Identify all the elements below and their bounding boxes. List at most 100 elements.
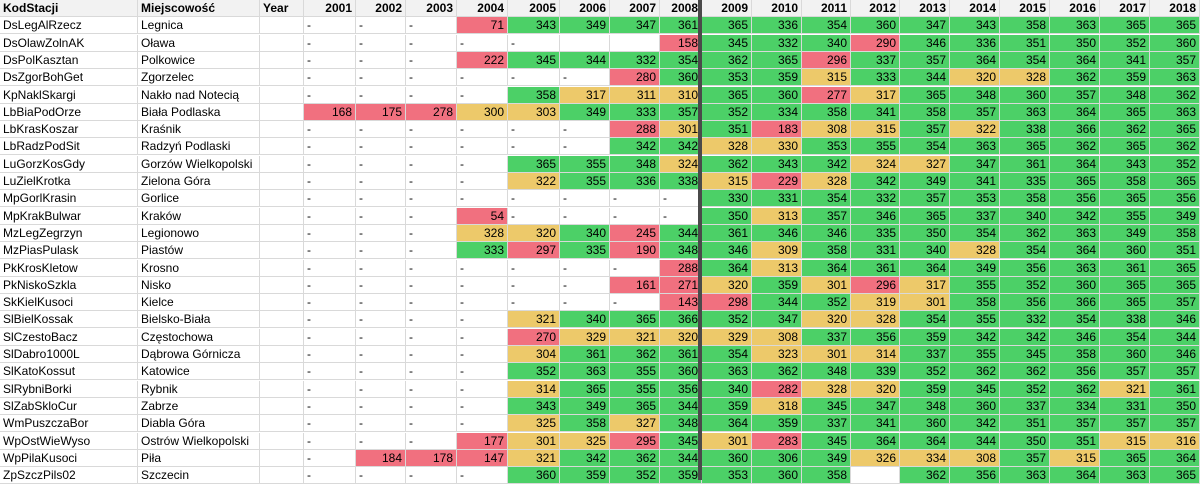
value-cell-2012[interactable]: 314	[851, 346, 900, 363]
value-cell-2002[interactable]: -	[356, 138, 406, 155]
value-cell-2009[interactable]: 329	[702, 329, 752, 346]
value-cell-2007[interactable]: 336	[610, 173, 660, 190]
value-cell-2005[interactable]: 325	[508, 415, 560, 432]
value-cell-2001[interactable]: -	[304, 398, 356, 415]
city-cell[interactable]: Kielce	[138, 294, 260, 311]
value-cell-2011[interactable]: 354	[802, 17, 851, 34]
value-cell-2009[interactable]: 362	[702, 52, 752, 69]
value-cell-2016[interactable]: 363	[1050, 225, 1100, 242]
value-cell-2001[interactable]: -	[304, 35, 356, 52]
value-cell-2014[interactable]: 341	[950, 173, 1000, 190]
value-cell-2010[interactable]: 359	[752, 415, 802, 432]
year-blank-cell[interactable]	[260, 190, 304, 207]
value-cell-2005[interactable]: 297	[508, 242, 560, 259]
value-cell-2014[interactable]: 342	[950, 415, 1000, 432]
value-cell-2011[interactable]: 364	[802, 260, 851, 277]
value-cell-2005[interactable]: -	[508, 138, 560, 155]
value-cell-2017[interactable]: 365	[1100, 450, 1150, 467]
value-cell-2014[interactable]: 363	[950, 138, 1000, 155]
value-cell-2010[interactable]: 334	[752, 104, 802, 121]
value-cell-2010[interactable]: 183	[752, 121, 802, 138]
value-cell-2002[interactable]: -	[356, 69, 406, 86]
header-year-2014[interactable]: 2014	[950, 0, 1000, 17]
value-cell-2018[interactable]: 358	[1150, 225, 1200, 242]
header-year-2007[interactable]: 2007	[610, 0, 660, 17]
value-cell-2012[interactable]: 337	[851, 52, 900, 69]
value-cell-2013[interactable]: 349	[900, 173, 950, 190]
value-cell-2010[interactable]: 347	[752, 311, 802, 328]
value-cell-2004[interactable]: -	[457, 294, 508, 311]
value-cell-2015[interactable]: 335	[1000, 173, 1050, 190]
value-cell-2005[interactable]: 343	[508, 17, 560, 34]
value-cell-2014[interactable]: 345	[950, 381, 1000, 398]
value-cell-2012[interactable]	[851, 467, 900, 484]
value-cell-2015[interactable]: 342	[1000, 329, 1050, 346]
city-cell[interactable]: Dąbrowa Górnicza	[138, 346, 260, 363]
value-cell-2012[interactable]: 317	[851, 87, 900, 104]
value-cell-2014[interactable]: 308	[950, 450, 1000, 467]
value-cell-2017[interactable]: 361	[1100, 260, 1150, 277]
station-code-cell[interactable]: DsZgorBohGet	[0, 69, 138, 86]
station-code-cell[interactable]: DsPolKasztan	[0, 52, 138, 69]
value-cell-2010[interactable]: 306	[752, 450, 802, 467]
year-blank-cell[interactable]	[260, 69, 304, 86]
value-cell-2001[interactable]: -	[304, 121, 356, 138]
header-year-2004[interactable]: 2004	[457, 0, 508, 17]
value-cell-2011[interactable]: 345	[802, 398, 851, 415]
value-cell-2018[interactable]: 351	[1150, 242, 1200, 259]
value-cell-2007[interactable]: 362	[610, 450, 660, 467]
value-cell-2010[interactable]: 360	[752, 87, 802, 104]
value-cell-2004[interactable]: -	[457, 87, 508, 104]
value-cell-2001[interactable]: -	[304, 381, 356, 398]
value-cell-2002[interactable]: -	[356, 415, 406, 432]
year-blank-cell[interactable]	[260, 260, 304, 277]
value-cell-2016[interactable]: 334	[1050, 398, 1100, 415]
value-cell-2007[interactable]: 362	[610, 346, 660, 363]
station-code-cell[interactable]: KpNaklSkargi	[0, 87, 138, 104]
city-cell[interactable]: Piła	[138, 450, 260, 467]
value-cell-2001[interactable]: -	[304, 450, 356, 467]
header-year[interactable]: Year	[260, 0, 304, 17]
city-cell[interactable]: Nakło nad Notecią	[138, 87, 260, 104]
value-cell-2008[interactable]: 338	[660, 173, 702, 190]
value-cell-2006[interactable]: -	[560, 121, 610, 138]
value-cell-2007[interactable]: 161	[610, 277, 660, 294]
value-cell-2002[interactable]: -	[356, 260, 406, 277]
value-cell-2001[interactable]: -	[304, 17, 356, 34]
value-cell-2003[interactable]: -	[406, 346, 457, 363]
value-cell-2006[interactable]: -	[560, 294, 610, 311]
value-cell-2002[interactable]: 175	[356, 104, 406, 121]
value-cell-2005[interactable]: 352	[508, 363, 560, 380]
value-cell-2009[interactable]: 340	[702, 381, 752, 398]
value-cell-2014[interactable]: 320	[950, 69, 1000, 86]
year-blank-cell[interactable]	[260, 121, 304, 138]
value-cell-2002[interactable]: -	[356, 363, 406, 380]
value-cell-2018[interactable]: 346	[1150, 346, 1200, 363]
value-cell-2007[interactable]: 332	[610, 52, 660, 69]
value-cell-2004[interactable]: 328	[457, 225, 508, 242]
value-cell-2016[interactable]: 342	[1050, 208, 1100, 225]
value-cell-2002[interactable]: -	[356, 156, 406, 173]
value-cell-2014[interactable]: 337	[950, 208, 1000, 225]
value-cell-2017[interactable]: 343	[1100, 156, 1150, 173]
value-cell-2014[interactable]: 355	[950, 346, 1000, 363]
value-cell-2004[interactable]: -	[457, 260, 508, 277]
value-cell-2016[interactable]: 366	[1050, 294, 1100, 311]
value-cell-2018[interactable]: 365	[1150, 17, 1200, 34]
value-cell-2005[interactable]: 321	[508, 311, 560, 328]
city-cell[interactable]: Diabla Góra	[138, 415, 260, 432]
value-cell-2002[interactable]: -	[356, 329, 406, 346]
header-miejscowosc[interactable]: Miejscowość	[138, 0, 260, 17]
value-cell-2009[interactable]: 363	[702, 363, 752, 380]
value-cell-2010[interactable]: 323	[752, 346, 802, 363]
city-cell[interactable]: Piastów	[138, 242, 260, 259]
value-cell-2009[interactable]: 365	[702, 17, 752, 34]
value-cell-2003[interactable]: -	[406, 260, 457, 277]
value-cell-2014[interactable]: 322	[950, 121, 1000, 138]
value-cell-2012[interactable]: 360	[851, 17, 900, 34]
value-cell-2008[interactable]: -	[660, 208, 702, 225]
value-cell-2008[interactable]: 348	[660, 415, 702, 432]
value-cell-2008[interactable]: 360	[660, 363, 702, 380]
value-cell-2013[interactable]: 357	[900, 52, 950, 69]
header-year-2013[interactable]: 2013	[900, 0, 950, 17]
